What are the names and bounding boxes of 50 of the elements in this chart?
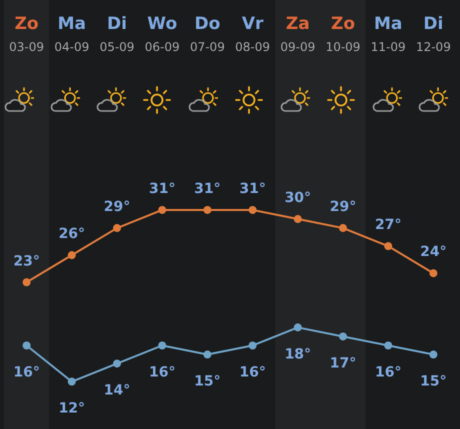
data-label: 16° [148, 364, 176, 380]
x-tick-label: Wo 06-09 [144, 14, 180, 54]
data-label: 31° [194, 180, 221, 197]
point [68, 378, 76, 386]
data-label: 23° [13, 253, 40, 270]
data-label: 29° [104, 199, 130, 216]
data-label: 16° [239, 364, 266, 380]
point [22, 342, 31, 350]
point [429, 269, 438, 278]
data-label: 29° [330, 199, 356, 216]
point [113, 224, 121, 232]
point [68, 251, 76, 260]
point [294, 323, 302, 332]
data-label: 15° [194, 374, 221, 390]
data-label: 30° [284, 190, 312, 206]
point [339, 224, 347, 232]
data-label: 14° [104, 382, 130, 399]
point [158, 206, 166, 214]
x-tick-label: Za 09-09 [280, 14, 316, 54]
data-label: 16° [374, 364, 402, 380]
point [429, 350, 438, 359]
data-label: 12° [58, 400, 86, 417]
point [384, 342, 392, 350]
point [203, 206, 212, 214]
x-tick-label: Zo 10-09 [326, 14, 360, 54]
x-tick-label: Ma 11-09 [370, 14, 406, 54]
data-label: 26° [58, 226, 86, 242]
point [294, 215, 302, 224]
point [158, 342, 166, 350]
point [248, 206, 257, 214]
data-label: 24° [420, 244, 447, 260]
point [113, 360, 121, 368]
point [248, 342, 257, 350]
point [339, 332, 347, 340]
data-label: 31° [148, 180, 176, 197]
x-tick-label: Zo 03-09 [9, 14, 44, 54]
x-tick-label: Di 05-09 [100, 14, 134, 54]
data-label: 15° [420, 374, 447, 390]
x-tick-label: Do 07-09 [190, 14, 225, 54]
data-label: 17° [330, 355, 356, 372]
point [22, 278, 31, 286]
data-label: 27° [374, 217, 402, 234]
x-tick-label: Vr 08-09 [235, 14, 270, 54]
data-label: 16° [13, 364, 40, 380]
point [203, 350, 212, 359]
data-label: 31° [239, 180, 266, 197]
x-tick-label: Di 12-09 [416, 14, 451, 54]
point [384, 242, 392, 250]
data-label: 18° [284, 346, 312, 362]
x-tick-label: Ma 04-09 [54, 14, 90, 54]
